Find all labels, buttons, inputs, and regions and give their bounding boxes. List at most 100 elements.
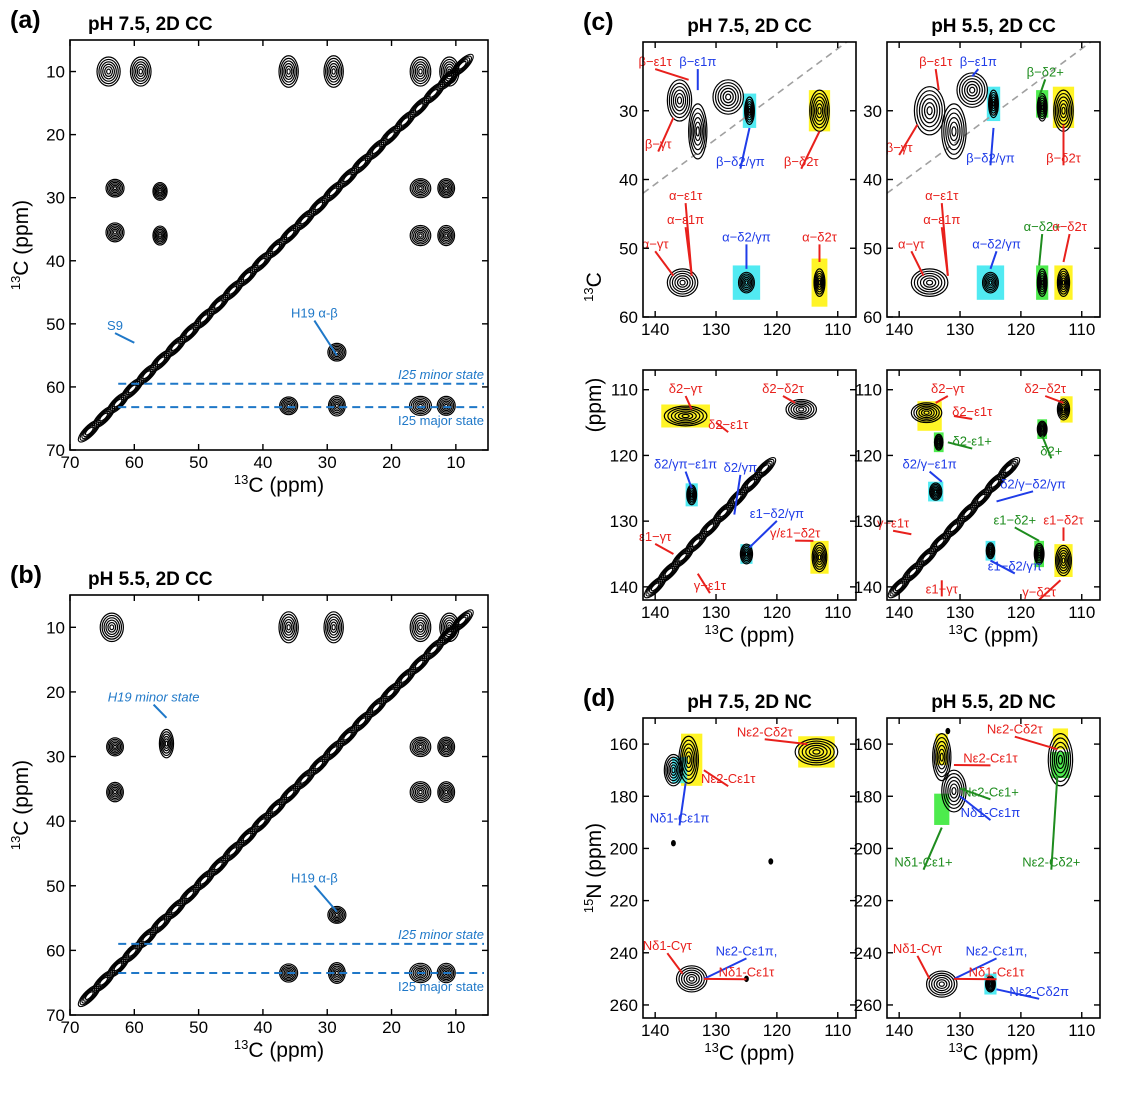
peak-contour: [933, 433, 944, 451]
leader-line: [898, 123, 919, 156]
diagonal-contour: [944, 517, 964, 538]
peak-annotation: Nε2-Cε1π,: [953, 943, 1028, 980]
diagonal-contour: [239, 829, 256, 845]
annotation-label: δ2+: [1040, 443, 1062, 458]
y-tick-label: 220: [610, 892, 638, 911]
peak-contour: [323, 55, 344, 88]
leader-line: [703, 769, 729, 788]
diagonal-contour: [337, 726, 358, 746]
diagonal-contour: [312, 758, 325, 772]
diagonal-contour: [77, 419, 101, 443]
annotation-label: ε1−δ2/γπ: [988, 558, 1042, 573]
diagonal-contour: [106, 391, 130, 415]
leader-line: [654, 68, 689, 81]
diagonal-contour: [196, 872, 212, 889]
leader-line: [313, 319, 338, 356]
diagonal-contour: [267, 800, 284, 817]
peak-contour: [768, 858, 774, 865]
peak-annotation: Nε2-Cδ2+: [1022, 775, 1080, 870]
diagonal-contour: [684, 530, 708, 555]
diagonal-contour: [296, 771, 313, 788]
peak-annotation: γ−δ2τ: [1022, 579, 1062, 601]
y-tick-label: 200: [610, 839, 638, 858]
diagonal-contour: [309, 755, 329, 775]
y-tick-label: 20: [46, 126, 65, 145]
diagonal-contour: [169, 902, 182, 916]
y-tick-label: 260: [854, 996, 882, 1015]
x-tick-label: 50: [189, 453, 208, 472]
diagonal-contour: [310, 757, 327, 773]
peak-annotation: Nε2-Cδ2τ: [737, 724, 808, 746]
annotation-label: Nε2-Cε1π,: [966, 943, 1028, 958]
diagonal-contour: [717, 506, 730, 520]
peak-contour: [129, 56, 152, 87]
diagonal-contour: [712, 501, 736, 525]
annotation-label: δ2−γτ: [669, 381, 704, 396]
leader-line: [971, 68, 980, 78]
diagonal-contour: [237, 266, 257, 287]
leader-line: [1038, 233, 1044, 266]
highlight-box: [808, 90, 831, 132]
peak-contour: [985, 542, 996, 560]
diagonal-contour: [323, 182, 343, 202]
diagonal-contour: [292, 767, 316, 791]
diagonal-contour: [407, 652, 431, 676]
diagonal-contour: [743, 475, 759, 492]
diagonal-contour: [676, 551, 689, 564]
y-tick-label: 60: [46, 941, 65, 960]
peak-annotation: ε1−δ2/γπ: [748, 506, 804, 549]
diagonal-contour: [183, 888, 196, 901]
peak-contour: [439, 612, 460, 643]
diagonal-contour: [355, 715, 369, 728]
peak-annotation: γ−ε1τ: [694, 573, 727, 594]
diagonal-contour: [382, 684, 399, 701]
diagonal-contour: [135, 926, 159, 950]
diagonal-contour: [660, 564, 677, 581]
annotation-label: β−δ2+: [1027, 64, 1064, 79]
annotation-label: α−δ2/γπ: [722, 229, 771, 244]
peak-contour: [945, 727, 951, 735]
diagonal-contour: [731, 491, 744, 505]
x-tick-label: 30: [318, 1018, 337, 1037]
leader-line: [1041, 435, 1053, 459]
diagonal-contour: [292, 208, 316, 232]
diagonal-contour: [165, 899, 186, 919]
diagonal-contour: [1002, 462, 1015, 475]
annotation-label: δ2/γ−ε1π: [903, 457, 957, 472]
diagonal-contour: [988, 477, 1002, 490]
peak-contour: [1056, 268, 1071, 297]
plot-frame: [642, 717, 857, 1019]
leader-line: [935, 395, 949, 404]
diagonal-contour: [379, 681, 403, 705]
diagonal-contour: [916, 547, 937, 568]
leader-line: [715, 421, 729, 433]
y-tick-label: 260: [610, 996, 638, 1015]
diagonal-contour: [990, 478, 1000, 488]
peak-contour: [152, 181, 168, 201]
diagonal-contour: [414, 659, 424, 669]
peak-annotation: Nδ1-Cε1+: [894, 827, 953, 871]
annotation-label: β−ε1π: [960, 54, 997, 69]
peak-annotation: Nε2-Cε1π,: [703, 943, 777, 980]
leader-line: [953, 957, 997, 980]
diagonal-contour: [142, 933, 152, 943]
diagonal-contour: [138, 930, 155, 946]
plot-area: [77, 609, 484, 1008]
y-axis-label: (ppm): [583, 378, 606, 433]
diagonal-contour: [255, 816, 268, 829]
plot-frame: [69, 39, 489, 451]
leader-line: [959, 795, 992, 821]
diagonal-contour: [380, 125, 401, 146]
peak-annotation: H19 minor state: [108, 690, 199, 719]
annotation-label: β−γτ: [645, 137, 673, 152]
leader-line: [657, 117, 675, 152]
diagonal-contour: [971, 488, 992, 508]
leader-line: [1014, 735, 1058, 751]
panel-d2: Nε2-Cδ2τ Nε2-Cε1τ Nε2-Cε1+ Nδ1-Cε1π Nδ1-Cε1+…: [854, 692, 1101, 1065]
leader-line: [989, 250, 998, 270]
peak-contour: [956, 72, 989, 108]
peak-contour: [278, 611, 299, 644]
y-tick-label: 130: [854, 512, 882, 531]
annotation-label: β−δ2/γπ: [966, 150, 1015, 165]
plot-frame: [886, 369, 1101, 601]
